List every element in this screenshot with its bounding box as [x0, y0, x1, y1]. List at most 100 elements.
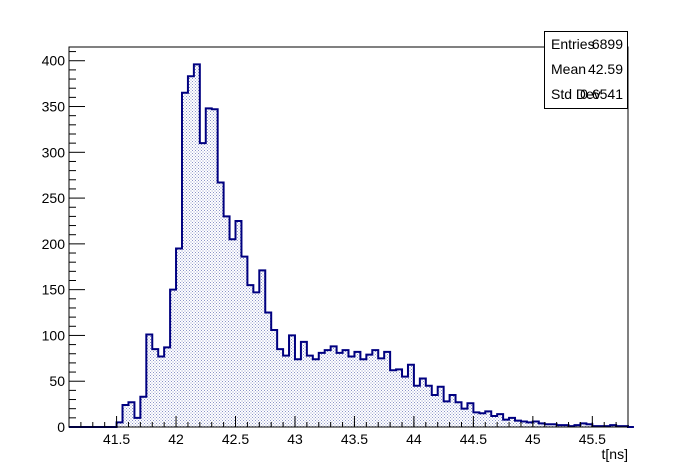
histogram-bin [532, 421, 539, 427]
histogram-bin [283, 355, 290, 427]
histogram-bin [181, 92, 188, 427]
histogram-bin [312, 359, 319, 427]
histogram-bin [259, 270, 266, 427]
histogram-bin [336, 352, 343, 427]
histogram-bin [366, 354, 373, 427]
histogram-bin [372, 350, 379, 427]
histogram-bin [170, 289, 177, 427]
y-tick-label: 0 [57, 419, 65, 435]
histogram-bin [229, 239, 236, 427]
histogram-bin [324, 350, 331, 427]
histogram-bin [158, 356, 165, 427]
histogram-bin [247, 285, 254, 427]
histogram-bin [128, 402, 135, 427]
y-tick-label: 150 [42, 282, 66, 298]
histogram-bin [390, 370, 397, 427]
histogram-bin [580, 423, 587, 427]
histogram-bin [455, 402, 462, 427]
plot-frame [68, 46, 629, 428]
stats-value: 6899 [591, 36, 623, 52]
histogram-bin [205, 108, 212, 427]
histogram-bin [300, 341, 307, 427]
histogram-bin [253, 292, 260, 427]
x-tick-label: 44.5 [460, 431, 487, 447]
histogram-bin [223, 216, 230, 427]
histogram-bin [294, 359, 301, 427]
histogram-bin [378, 358, 385, 427]
histogram-bin [497, 414, 504, 427]
histogram-bin [419, 378, 426, 427]
histogram-bin [116, 422, 123, 427]
x-tick-label: 43.5 [341, 431, 368, 447]
histogram-bin [152, 349, 159, 427]
y-tick-label: 100 [42, 327, 66, 343]
x-tick-label: 43 [287, 431, 303, 447]
stats-value: 42.59 [587, 61, 623, 77]
x-tick-label: 44 [406, 431, 422, 447]
histogram-bin [348, 356, 355, 427]
histogram-bin [431, 394, 438, 427]
histogram-bin [360, 359, 367, 427]
x-axis-title: t[ns] [602, 446, 628, 462]
x-tick-label: 41.5 [103, 431, 130, 447]
histogram-bin [544, 424, 551, 427]
histogram-bin [461, 408, 468, 427]
histogram-bin [473, 412, 480, 427]
histogram-bin [330, 346, 337, 427]
histogram-bin [485, 411, 492, 427]
histogram-bin [134, 417, 141, 427]
histogram-bin [407, 364, 414, 427]
x-tick-label: 42 [168, 431, 184, 447]
histogram-bin [241, 256, 248, 427]
histogram-bin [479, 413, 486, 427]
stats-row-mean: Mean 42.59 [545, 57, 627, 82]
histogram-bin [413, 385, 420, 427]
histogram-bin [217, 182, 224, 427]
stats-row-entries: Entries 6899 [545, 32, 627, 57]
histogram-bin [443, 401, 450, 427]
histogram-bars [116, 64, 628, 428]
histogram-bin [449, 394, 456, 427]
histogram-bin [199, 143, 206, 427]
histogram-bin [235, 220, 242, 427]
histogram-bin [193, 64, 200, 428]
y-tick-label: 50 [49, 373, 65, 389]
histogram-bin [526, 422, 533, 427]
histogram-bin [515, 420, 521, 427]
histogram-bin [211, 109, 218, 427]
histogram-bin [509, 417, 516, 427]
stats-value: 0.6541 [580, 86, 623, 102]
histogram-bin [491, 416, 498, 427]
histogram-bin [187, 76, 194, 427]
histogram-bin [467, 403, 474, 427]
histogram-bin [520, 421, 527, 427]
stats-box: Entries 6899 Mean 42.59 Std Dev 0.6541 [544, 31, 628, 109]
histogram-bin [318, 352, 325, 427]
y-tick-label: 250 [42, 190, 66, 206]
histogram-bin [538, 423, 545, 427]
histogram-bin [122, 405, 129, 427]
histogram-bin [306, 355, 313, 427]
y-axis: 0 50 100 150 200 250 300 350 400 [42, 51, 85, 435]
y-tick-label: 200 [42, 236, 66, 252]
x-tick-label: 42.5 [222, 431, 249, 447]
histogram-bin [342, 350, 349, 427]
y-tick-label: 300 [42, 144, 66, 160]
histogram-bin [586, 424, 593, 427]
histogram-bin [146, 334, 153, 427]
histogram-bin [550, 424, 557, 427]
histogram-bin [289, 335, 295, 427]
histogram-bin [164, 347, 171, 427]
histogram-bin [354, 351, 361, 427]
histogram-bin [425, 385, 432, 427]
y-tick-label: 400 [42, 53, 66, 69]
x-axis: 41.5 42 42.5 43 43.5 44 44.5 45 45.5 [80, 416, 617, 447]
histogram-bin [277, 349, 284, 427]
histogram-bin [384, 351, 391, 427]
histogram-bin [437, 386, 444, 427]
histogram-bin [402, 376, 408, 427]
histogram-bin [396, 369, 403, 427]
stats-label: Mean [551, 61, 587, 77]
y-tick-label: 350 [42, 99, 66, 115]
